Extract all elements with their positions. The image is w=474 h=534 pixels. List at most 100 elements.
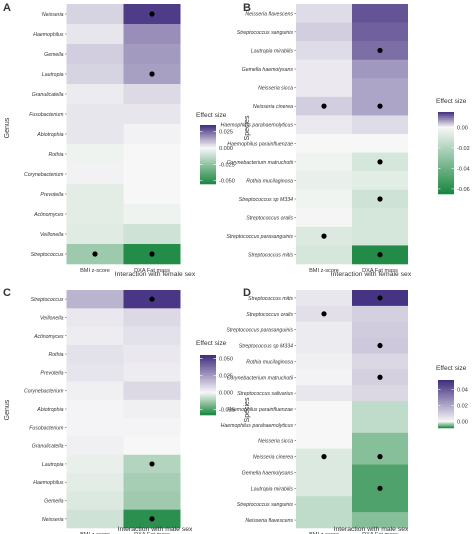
x-axis-label: Interaction with female sex: [115, 271, 196, 278]
legend-gradient-step: [200, 364, 216, 366]
heatmap-cell: [66, 204, 124, 225]
legend-gradient-step: [200, 391, 216, 393]
heatmap-cell: [66, 84, 124, 105]
heatmap-cell: [123, 104, 181, 125]
row-tick-label: Neisseria sicca: [258, 439, 293, 445]
heatmap-cell: [66, 418, 124, 437]
legend-gradient-step: [438, 419, 454, 422]
legend-gradient-step: [438, 136, 454, 139]
legend-gradient-step: [200, 170, 216, 173]
row-tick-label: Haemophilus: [33, 32, 64, 38]
heatmap-cell: [296, 416, 352, 434]
legend-gradient-step: [438, 387, 454, 389]
legend-gradient-step: [438, 140, 454, 144]
legend-gradient-step: [438, 177, 454, 180]
legend-gradient-step: [438, 118, 454, 121]
legend-gradient-step: [200, 166, 216, 169]
legend-gradient-step: [438, 402, 454, 405]
heatmap-panel-b: B Species Neisseria flavescens Streptococcu…: [221, 2, 470, 278]
legend-title: Effect size: [196, 112, 227, 119]
column-tick-label: DXA Fat mass: [362, 268, 398, 274]
heatmap-cell: [66, 509, 124, 529]
legend-gradient-step: [200, 371, 216, 374]
heatmap-cell: [296, 337, 352, 354]
legend-gradient-step: [438, 169, 454, 172]
legend-tick-label: -0.025: [219, 408, 235, 414]
legend-gradient-step: [200, 380, 216, 383]
legend-gradient-step: [438, 424, 454, 426]
legend-gradient-step: [200, 178, 216, 180]
heatmap-cell: [66, 454, 124, 474]
legend-gradient-step: [200, 397, 216, 399]
heatmap-cell: [296, 152, 352, 172]
heatmap-cell: [123, 436, 181, 456]
legend-gradient-step: [438, 161, 454, 164]
column-tick-label: DXA Fat mass: [362, 532, 398, 534]
panel-label: A: [3, 2, 11, 14]
heatmap-cell: [66, 4, 124, 25]
legend-gradient-step: [200, 365, 216, 368]
row-tick-label: Haemophilus: [33, 480, 64, 486]
legend-gradient-step: [200, 127, 216, 130]
legend-gradient-step: [200, 400, 216, 402]
legend-gradient-step: [438, 173, 454, 176]
legend-gradient-step: [438, 191, 454, 195]
heatmap-cell: [296, 385, 352, 402]
legend-gradient-step: [438, 163, 454, 166]
row-tick-label: Streptococcus sp M334: [239, 344, 293, 350]
legend-title: Effect size: [436, 365, 467, 372]
heatmap-cell: [123, 224, 181, 245]
legend-gradient-step: [438, 185, 454, 189]
heatmap-cell: [123, 184, 181, 205]
legend-gradient-step: [438, 382, 454, 384]
legend-gradient-step: [438, 116, 454, 119]
significance-dot: [149, 11, 155, 17]
y-axis-label: Genus: [4, 117, 11, 138]
heatmap-cell: [123, 44, 181, 65]
heatmap-cell: [123, 326, 181, 346]
heatmap-cell: [296, 171, 352, 191]
legend-gradient-step: [438, 112, 454, 115]
row-tick-label: Abiotrophia: [36, 407, 63, 413]
legend-gradient-step: [200, 404, 216, 407]
heatmap-cell: [296, 321, 352, 338]
legend-gradient-step: [438, 410, 454, 412]
legend-gradient-step: [438, 128, 454, 131]
legend-gradient-step: [438, 179, 454, 182]
legend-gradient-step: [200, 173, 216, 176]
legend-tick-label: 0.00: [457, 125, 468, 131]
column-tick-label: BMI z-score: [80, 268, 110, 274]
legend-tick-label: 0.025: [219, 130, 233, 136]
legend-gradient-step: [200, 409, 216, 411]
heatmap-cell: [352, 4, 408, 23]
legend-gradient-step: [200, 412, 216, 414]
heatmap-cell: [66, 184, 124, 205]
legend-gradient-step: [200, 160, 216, 163]
significance-dot: [321, 311, 327, 317]
row-tick-label: Prevotella: [40, 192, 63, 198]
row-tick-label: Streptococcus sanguinis: [237, 30, 294, 36]
legend-gradient-step: [438, 414, 454, 417]
legend-gradient-step: [200, 154, 216, 157]
row-tick-label: Corynebacterium: [24, 389, 64, 395]
legend-gradient-step: [438, 181, 454, 185]
significance-dot: [149, 296, 155, 302]
heatmap-cell: [66, 164, 124, 185]
row-tick-label: Streptococcus salivarius: [237, 391, 293, 397]
legend-gradient-step: [438, 124, 454, 127]
row-tick-label: Rothia: [49, 152, 64, 158]
legend-gradient-step: [200, 406, 216, 408]
significance-dot: [377, 47, 383, 54]
legend-gradient-step: [200, 362, 216, 365]
row-tick-label: Streptococcus sanguinis: [237, 502, 294, 508]
legend-gradient-step: [200, 356, 216, 359]
significance-dot: [321, 233, 327, 239]
legend-gradient-step: [200, 129, 216, 132]
legend-gradient-step: [200, 157, 216, 160]
legend-gradient-step: [438, 165, 454, 168]
heatmap-cell: [123, 399, 181, 419]
heatmap-cell: [296, 464, 352, 481]
legend-gradient-step: [438, 393, 454, 395]
legend-gradient-step: [200, 148, 216, 151]
legend-gradient-step: [200, 132, 216, 135]
